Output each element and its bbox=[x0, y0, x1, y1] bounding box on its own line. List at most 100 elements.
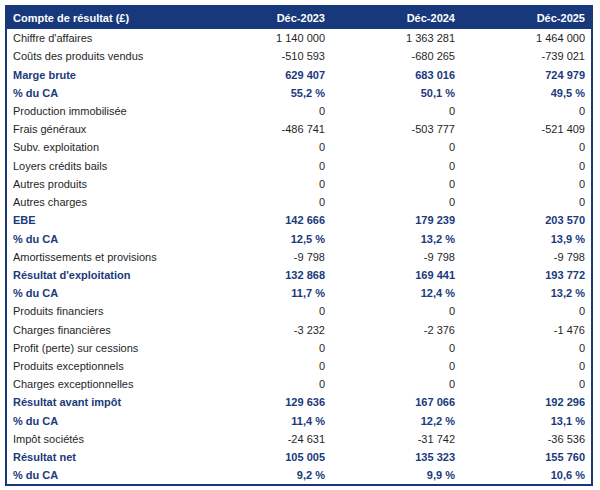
row-label: % du CA bbox=[7, 287, 201, 299]
row-label: Résultat d'exploitation bbox=[7, 269, 201, 281]
row-value: 683 016 bbox=[331, 69, 461, 81]
table-row: Résultat net105 005135 323155 760 bbox=[7, 448, 591, 466]
row-value: 167 066 bbox=[331, 396, 461, 408]
table-row: Chiffre d'affaires1 140 0001 363 2811 46… bbox=[7, 29, 591, 47]
row-value: -3 232 bbox=[201, 324, 331, 336]
row-value: 193 772 bbox=[461, 269, 591, 281]
table-row: Autres produits000 bbox=[7, 175, 591, 193]
row-value: -1 476 bbox=[461, 324, 591, 336]
income-statement-table: Compte de résultat (£) Déc-2023 Déc-2024… bbox=[5, 5, 593, 486]
row-value: 0 bbox=[201, 105, 331, 117]
row-value: -36 536 bbox=[461, 433, 591, 445]
row-label: Production immobilisée bbox=[7, 105, 201, 117]
row-label: Chiffre d'affaires bbox=[7, 32, 201, 44]
row-value: -486 741 bbox=[201, 123, 331, 135]
row-value: 12,4 % bbox=[331, 287, 461, 299]
row-value: 0 bbox=[331, 360, 461, 372]
row-value: 132 868 bbox=[201, 269, 331, 281]
row-label: Résultat net bbox=[7, 451, 201, 463]
row-value: 13,1 % bbox=[461, 415, 591, 427]
row-value: 0 bbox=[201, 342, 331, 354]
row-label: Marge brute bbox=[7, 69, 201, 81]
row-value: 50,1 % bbox=[331, 87, 461, 99]
row-value: 12,2 % bbox=[331, 415, 461, 427]
row-value: 12,5 % bbox=[201, 233, 331, 245]
row-value: -9 798 bbox=[201, 251, 331, 263]
table-row: Charges exceptionnelles000 bbox=[7, 375, 591, 393]
table-header-row: Compte de résultat (£) Déc-2023 Déc-2024… bbox=[7, 7, 591, 29]
table-row: % du CA11,7 %12,4 %13,2 % bbox=[7, 284, 591, 302]
row-value: 129 636 bbox=[201, 396, 331, 408]
table-row: Frais généraux-486 741-503 777-521 409 bbox=[7, 120, 591, 138]
row-value: 0 bbox=[461, 105, 591, 117]
row-value: 0 bbox=[461, 141, 591, 153]
row-value: 0 bbox=[331, 305, 461, 317]
row-value: 1 464 000 bbox=[461, 32, 591, 44]
row-value: 0 bbox=[201, 141, 331, 153]
row-value: 0 bbox=[461, 196, 591, 208]
table-row: Amortissements et provisions-9 798-9 798… bbox=[7, 248, 591, 266]
row-value: 169 441 bbox=[331, 269, 461, 281]
row-value: -503 777 bbox=[331, 123, 461, 135]
row-label: Frais généraux bbox=[7, 123, 201, 135]
row-value: -24 631 bbox=[201, 433, 331, 445]
row-value: 11,7 % bbox=[201, 287, 331, 299]
row-value: 13,2 % bbox=[461, 287, 591, 299]
table-row: Autres charges000 bbox=[7, 193, 591, 211]
row-value: 0 bbox=[461, 378, 591, 390]
row-value: 11,4 % bbox=[201, 415, 331, 427]
row-value: 192 296 bbox=[461, 396, 591, 408]
table-row: % du CA55,2 %50,1 %49,5 % bbox=[7, 84, 591, 102]
row-label: Produits financiers bbox=[7, 305, 201, 317]
row-value: -31 742 bbox=[331, 433, 461, 445]
table-row: EBE142 666179 239203 570 bbox=[7, 211, 591, 229]
row-value: -9 798 bbox=[461, 251, 591, 263]
row-value: 203 570 bbox=[461, 214, 591, 226]
row-value: -9 798 bbox=[331, 251, 461, 263]
row-value: 0 bbox=[331, 160, 461, 172]
row-value: 0 bbox=[201, 160, 331, 172]
row-label: % du CA bbox=[7, 469, 201, 481]
table-row: % du CA12,5 %13,2 %13,9 % bbox=[7, 229, 591, 247]
row-value: 0 bbox=[201, 378, 331, 390]
row-value: 0 bbox=[461, 305, 591, 317]
table-body: Chiffre d'affaires1 140 0001 363 2811 46… bbox=[7, 29, 591, 484]
row-label: EBE bbox=[7, 214, 201, 226]
table-row: Impôt sociétés-24 631-31 742-36 536 bbox=[7, 430, 591, 448]
row-label: Impôt sociétés bbox=[7, 433, 201, 445]
table-row: Profit (perte) sur cessions000 bbox=[7, 339, 591, 357]
row-value: 724 979 bbox=[461, 69, 591, 81]
row-label: Amortissements et provisions bbox=[7, 251, 201, 263]
row-value: 0 bbox=[201, 178, 331, 190]
row-value: 142 666 bbox=[201, 214, 331, 226]
row-value: 0 bbox=[331, 178, 461, 190]
row-label: % du CA bbox=[7, 233, 201, 245]
table-row: Résultat avant impôt129 636167 066192 29… bbox=[7, 393, 591, 411]
row-label: % du CA bbox=[7, 415, 201, 427]
row-value: 10,6 % bbox=[461, 469, 591, 481]
row-value: 155 760 bbox=[461, 451, 591, 463]
row-value: 0 bbox=[461, 342, 591, 354]
row-value: 0 bbox=[331, 105, 461, 117]
row-value: 0 bbox=[461, 160, 591, 172]
row-value: 0 bbox=[331, 196, 461, 208]
row-value: 0 bbox=[201, 196, 331, 208]
table-row: Marge brute629 407683 016724 979 bbox=[7, 65, 591, 83]
row-value: -680 265 bbox=[331, 50, 461, 62]
row-value: 105 005 bbox=[201, 451, 331, 463]
row-label: Coûts des produits vendus bbox=[7, 50, 201, 62]
row-value: 0 bbox=[461, 360, 591, 372]
row-label: Produits exceptionnels bbox=[7, 360, 201, 372]
row-value: -521 409 bbox=[461, 123, 591, 135]
row-value: 0 bbox=[331, 378, 461, 390]
row-label: Subv. exploitation bbox=[7, 141, 201, 153]
table-row: Charges financières-3 232-2 376-1 476 bbox=[7, 321, 591, 339]
table-row: Produits financiers000 bbox=[7, 302, 591, 320]
table-row: % du CA11,4 %12,2 %13,1 % bbox=[7, 412, 591, 430]
row-value: 0 bbox=[331, 141, 461, 153]
row-value: 179 239 bbox=[331, 214, 461, 226]
table-row: Production immobilisée000 bbox=[7, 102, 591, 120]
table-row: Résultat d'exploitation132 868169 441193… bbox=[7, 266, 591, 284]
row-label: Autres produits bbox=[7, 178, 201, 190]
row-value: 629 407 bbox=[201, 69, 331, 81]
